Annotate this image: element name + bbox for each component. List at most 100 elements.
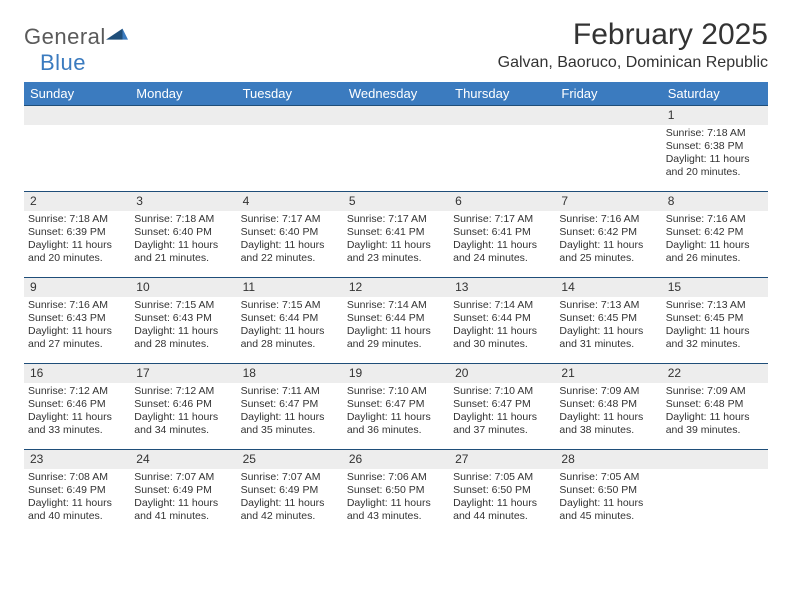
daylight-line: Daylight: 11 hours and 37 minutes.	[453, 411, 551, 437]
calendar-cell: 6Sunrise: 7:17 AMSunset: 6:41 PMDaylight…	[449, 191, 555, 277]
weekday-header: Thursday	[449, 82, 555, 105]
weekday-header-row: Sunday Monday Tuesday Wednesday Thursday…	[24, 82, 768, 105]
calendar-cell	[555, 105, 661, 191]
calendar-cell: 25Sunrise: 7:07 AMSunset: 6:49 PMDayligh…	[237, 449, 343, 535]
calendar-cell: 3Sunrise: 7:18 AMSunset: 6:40 PMDaylight…	[130, 191, 236, 277]
day-number: 15	[662, 277, 768, 297]
page-title: February 2025	[498, 18, 768, 52]
daylight-line: Daylight: 11 hours and 25 minutes.	[559, 239, 657, 265]
day-body: Sunrise: 7:09 AMSunset: 6:48 PMDaylight:…	[662, 383, 768, 440]
day-number: 17	[130, 363, 236, 383]
sunset-line: Sunset: 6:40 PM	[134, 226, 232, 239]
day-body: Sunrise: 7:13 AMSunset: 6:45 PMDaylight:…	[555, 297, 661, 354]
daylight-line: Daylight: 11 hours and 42 minutes.	[241, 497, 339, 523]
sunrise-line: Sunrise: 7:05 AM	[453, 471, 551, 484]
calendar-cell: 27Sunrise: 7:05 AMSunset: 6:50 PMDayligh…	[449, 449, 555, 535]
calendar-cell: 19Sunrise: 7:10 AMSunset: 6:47 PMDayligh…	[343, 363, 449, 449]
sunrise-line: Sunrise: 7:10 AM	[453, 385, 551, 398]
daylight-line: Daylight: 11 hours and 22 minutes.	[241, 239, 339, 265]
sunrise-line: Sunrise: 7:10 AM	[347, 385, 445, 398]
day-number-empty	[130, 105, 236, 125]
daylight-line: Daylight: 11 hours and 31 minutes.	[559, 325, 657, 351]
sunset-line: Sunset: 6:39 PM	[28, 226, 126, 239]
calendar-cell: 21Sunrise: 7:09 AMSunset: 6:48 PMDayligh…	[555, 363, 661, 449]
sunrise-line: Sunrise: 7:18 AM	[28, 213, 126, 226]
day-number: 20	[449, 363, 555, 383]
sunrise-line: Sunrise: 7:16 AM	[28, 299, 126, 312]
day-number: 13	[449, 277, 555, 297]
day-body: Sunrise: 7:18 AMSunset: 6:40 PMDaylight:…	[130, 211, 236, 268]
daylight-line: Daylight: 11 hours and 20 minutes.	[28, 239, 126, 265]
sunset-line: Sunset: 6:50 PM	[347, 484, 445, 497]
day-number: 3	[130, 191, 236, 211]
calendar-cell: 9Sunrise: 7:16 AMSunset: 6:43 PMDaylight…	[24, 277, 130, 363]
day-number: 18	[237, 363, 343, 383]
day-number: 2	[24, 191, 130, 211]
day-number-empty	[449, 105, 555, 125]
daylight-line: Daylight: 11 hours and 41 minutes.	[134, 497, 232, 523]
logo-mark-icon	[106, 26, 128, 44]
day-body: Sunrise: 7:16 AMSunset: 6:43 PMDaylight:…	[24, 297, 130, 354]
logo-word-1: General	[24, 24, 106, 49]
sunset-line: Sunset: 6:47 PM	[347, 398, 445, 411]
calendar-cell: 23Sunrise: 7:08 AMSunset: 6:49 PMDayligh…	[24, 449, 130, 535]
day-number: 6	[449, 191, 555, 211]
day-body: Sunrise: 7:05 AMSunset: 6:50 PMDaylight:…	[555, 469, 661, 526]
logo: General Blue	[24, 18, 128, 76]
calendar-cell: 8Sunrise: 7:16 AMSunset: 6:42 PMDaylight…	[662, 191, 768, 277]
logo-word-2: Blue	[40, 50, 86, 75]
sunset-line: Sunset: 6:42 PM	[666, 226, 764, 239]
day-number: 7	[555, 191, 661, 211]
day-number: 25	[237, 449, 343, 469]
daylight-line: Daylight: 11 hours and 26 minutes.	[666, 239, 764, 265]
day-number: 1	[662, 105, 768, 125]
day-number: 5	[343, 191, 449, 211]
calendar-row: 9Sunrise: 7:16 AMSunset: 6:43 PMDaylight…	[24, 277, 768, 363]
calendar-cell	[449, 105, 555, 191]
calendar-cell: 18Sunrise: 7:11 AMSunset: 6:47 PMDayligh…	[237, 363, 343, 449]
day-number-empty	[24, 105, 130, 125]
day-number: 21	[555, 363, 661, 383]
sunrise-line: Sunrise: 7:11 AM	[241, 385, 339, 398]
day-body: Sunrise: 7:06 AMSunset: 6:50 PMDaylight:…	[343, 469, 449, 526]
day-number-empty	[555, 105, 661, 125]
sunset-line: Sunset: 6:46 PM	[28, 398, 126, 411]
sunset-line: Sunset: 6:47 PM	[453, 398, 551, 411]
daylight-line: Daylight: 11 hours and 40 minutes.	[28, 497, 126, 523]
sunset-line: Sunset: 6:41 PM	[453, 226, 551, 239]
day-body: Sunrise: 7:05 AMSunset: 6:50 PMDaylight:…	[449, 469, 555, 526]
sunrise-line: Sunrise: 7:17 AM	[453, 213, 551, 226]
day-number: 11	[237, 277, 343, 297]
sunset-line: Sunset: 6:45 PM	[559, 312, 657, 325]
day-number: 14	[555, 277, 661, 297]
daylight-line: Daylight: 11 hours and 35 minutes.	[241, 411, 339, 437]
sunset-line: Sunset: 6:40 PM	[241, 226, 339, 239]
calendar-row: 2Sunrise: 7:18 AMSunset: 6:39 PMDaylight…	[24, 191, 768, 277]
day-body: Sunrise: 7:07 AMSunset: 6:49 PMDaylight:…	[237, 469, 343, 526]
weekday-header: Sunday	[24, 82, 130, 105]
daylight-line: Daylight: 11 hours and 21 minutes.	[134, 239, 232, 265]
sunrise-line: Sunrise: 7:17 AM	[241, 213, 339, 226]
calendar-cell: 20Sunrise: 7:10 AMSunset: 6:47 PMDayligh…	[449, 363, 555, 449]
sunrise-line: Sunrise: 7:07 AM	[241, 471, 339, 484]
daylight-line: Daylight: 11 hours and 28 minutes.	[241, 325, 339, 351]
sunset-line: Sunset: 6:48 PM	[559, 398, 657, 411]
sunrise-line: Sunrise: 7:12 AM	[134, 385, 232, 398]
day-body: Sunrise: 7:10 AMSunset: 6:47 PMDaylight:…	[449, 383, 555, 440]
header: General Blue February 2025 Galvan, Baoru…	[24, 18, 768, 76]
calendar-row: 16Sunrise: 7:12 AMSunset: 6:46 PMDayligh…	[24, 363, 768, 449]
day-body: Sunrise: 7:09 AMSunset: 6:48 PMDaylight:…	[555, 383, 661, 440]
day-number: 28	[555, 449, 661, 469]
calendar-cell: 16Sunrise: 7:12 AMSunset: 6:46 PMDayligh…	[24, 363, 130, 449]
calendar-cell: 1Sunrise: 7:18 AMSunset: 6:38 PMDaylight…	[662, 105, 768, 191]
day-body: Sunrise: 7:18 AMSunset: 6:38 PMDaylight:…	[662, 125, 768, 182]
calendar-table: Sunday Monday Tuesday Wednesday Thursday…	[24, 82, 768, 535]
sunset-line: Sunset: 6:38 PM	[666, 140, 764, 153]
sunrise-line: Sunrise: 7:13 AM	[559, 299, 657, 312]
day-body: Sunrise: 7:18 AMSunset: 6:39 PMDaylight:…	[24, 211, 130, 268]
day-number: 8	[662, 191, 768, 211]
calendar-cell: 4Sunrise: 7:17 AMSunset: 6:40 PMDaylight…	[237, 191, 343, 277]
title-block: February 2025 Galvan, Baoruco, Dominican…	[498, 18, 768, 72]
daylight-line: Daylight: 11 hours and 43 minutes.	[347, 497, 445, 523]
weekday-header: Saturday	[662, 82, 768, 105]
